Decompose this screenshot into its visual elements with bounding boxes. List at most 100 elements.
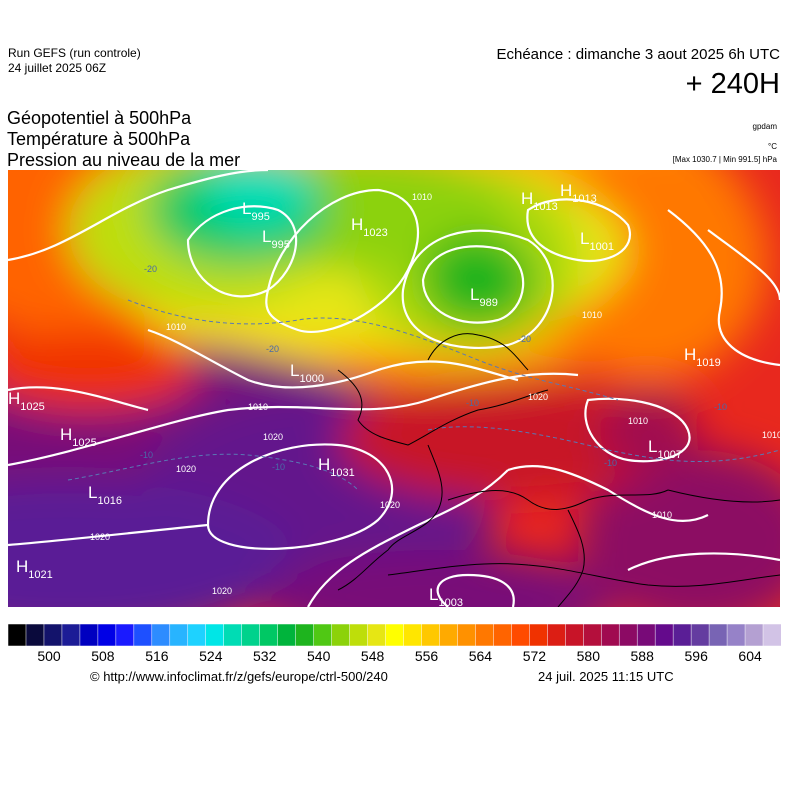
color-swatch: [708, 623, 728, 647]
color-scale-tick-label: 588: [630, 648, 654, 664]
color-swatch: [349, 623, 369, 647]
low-pressure-center: L1000: [290, 361, 324, 385]
low-pressure-center: L1003: [429, 585, 463, 607]
color-swatch: [205, 623, 225, 647]
low-pressure-center: L1016: [88, 483, 122, 507]
isotherm-label: -20: [144, 264, 158, 274]
color-swatch: [439, 623, 459, 647]
color-scale-tick-label: 532: [253, 648, 277, 664]
high-pressure-center: H1013: [560, 181, 597, 205]
isobar-label: 1020: [90, 532, 111, 542]
high-pressure-center: H1023: [351, 215, 388, 239]
isobar-label: 1010: [652, 510, 673, 520]
color-swatch: [600, 623, 621, 647]
color-swatch: [493, 623, 513, 647]
color-swatch: [115, 623, 135, 647]
color-swatch: [565, 623, 585, 647]
color-swatch: [744, 623, 764, 647]
isotherm-label: -10: [272, 462, 286, 472]
color-swatch: [762, 623, 782, 647]
isotherm-label: -10: [604, 458, 618, 468]
color-scale-ticks: 500 508 516 524 532 540 548 556 564 572 580 588 596 6…: [8, 648, 781, 664]
generation-timestamp: 24 juil. 2025 11:15 UTC: [538, 669, 674, 684]
isotherm-label: -10: [714, 402, 728, 412]
color-scale-tick-label: 508: [91, 648, 115, 664]
weather-map: L995 L995 H1023 H1013 L1001 L989 H1019 L1000 H10…: [8, 170, 780, 607]
high-pressure-center: H1021: [16, 557, 53, 581]
high-pressure-center: H1013: [521, 189, 558, 213]
low-pressure-center: L989: [470, 285, 498, 309]
isobar-label: 1020: [263, 432, 284, 442]
color-swatch: [223, 623, 243, 647]
low-pressure-center: L1006: [464, 606, 498, 607]
color-scale-tick-label: 524: [199, 648, 223, 664]
color-swatch: [313, 623, 333, 647]
color-swatch: [259, 623, 279, 647]
color-swatch: [475, 623, 495, 647]
color-swatch: [79, 623, 99, 647]
isobar-label: 1020: [528, 392, 549, 402]
isobar-label: 1020: [176, 464, 197, 474]
map-canvas: [8, 170, 780, 607]
run-name: Run GEFS (run controle): [8, 46, 141, 60]
color-swatch: [151, 623, 171, 647]
color-swatch: [25, 623, 45, 647]
color-swatch: [169, 623, 189, 647]
isobar-label: 1010: [762, 430, 780, 440]
high-pressure-center: H1025: [60, 425, 97, 449]
color-swatch: [331, 623, 351, 647]
isotherm-label: -10: [140, 450, 154, 460]
color-scale-bar: [7, 623, 782, 647]
color-scale-tick-label: 604: [738, 648, 762, 664]
low-pressure-center: L1007: [648, 437, 682, 461]
color-swatch: [97, 623, 117, 647]
color-scale-tick-label: 548: [360, 648, 385, 664]
color-scale-tick-label: 540: [307, 648, 331, 664]
color-swatch: [690, 623, 710, 647]
color-swatch: [277, 623, 297, 647]
color-scale-tick-label: 580: [576, 648, 600, 664]
color-swatch: [618, 623, 639, 647]
color-swatch: [367, 623, 387, 647]
color-swatch: [654, 623, 674, 647]
legend-temperature: Température à 500hPa: [7, 129, 191, 149]
isobar-label: 1010: [248, 402, 269, 412]
isotherm-label: -20: [266, 344, 280, 354]
color-swatch: [7, 623, 27, 647]
color-swatch: [547, 623, 567, 647]
color-swatch: [583, 623, 603, 647]
color-swatch: [403, 623, 423, 647]
color-swatch: [672, 623, 692, 647]
isobar-label: 1010: [412, 192, 433, 202]
lead-time: + 240H: [685, 68, 780, 100]
isotherm-label: -20: [518, 334, 532, 344]
low-pressure-center: L995: [262, 227, 290, 251]
color-swatch: [457, 623, 477, 647]
color-scale-tick-label: 564: [468, 648, 493, 664]
low-pressure-center: L995: [242, 199, 270, 223]
legend-geopotential: Géopotentiel à 500hPa: [7, 108, 192, 128]
color-swatch: [529, 623, 549, 647]
isotherm-label: -10: [466, 398, 480, 408]
high-pressure-center: H1025: [8, 389, 45, 413]
isobar-label: 1020: [380, 500, 401, 510]
color-swatch: [295, 623, 315, 647]
color-scale: [7, 623, 782, 647]
low-pressure-center: L1001: [580, 229, 614, 253]
color-swatch: [61, 623, 81, 647]
color-swatch: [726, 623, 746, 647]
color-scale-tick-label: 596: [684, 648, 708, 664]
color-swatch: [133, 623, 153, 647]
color-swatch: [241, 623, 261, 647]
color-scale-tick-label: 516: [145, 648, 169, 664]
color-swatch: [187, 623, 207, 647]
unit-geopotential: gpdam: [752, 122, 777, 131]
isobar-label: 1020: [212, 586, 233, 596]
color-swatch: [385, 623, 405, 647]
color-scale-tick-label: 500: [37, 648, 61, 664]
run-date: 24 juillet 2025 06Z: [8, 61, 107, 75]
source-credit: © http://www.infoclimat.fr/z/gefs/europe…: [90, 669, 388, 684]
legend-mslp: Pression au niveau de la mer: [7, 150, 241, 170]
color-swatch: [636, 623, 657, 647]
isobar-label: 1010: [628, 416, 649, 426]
